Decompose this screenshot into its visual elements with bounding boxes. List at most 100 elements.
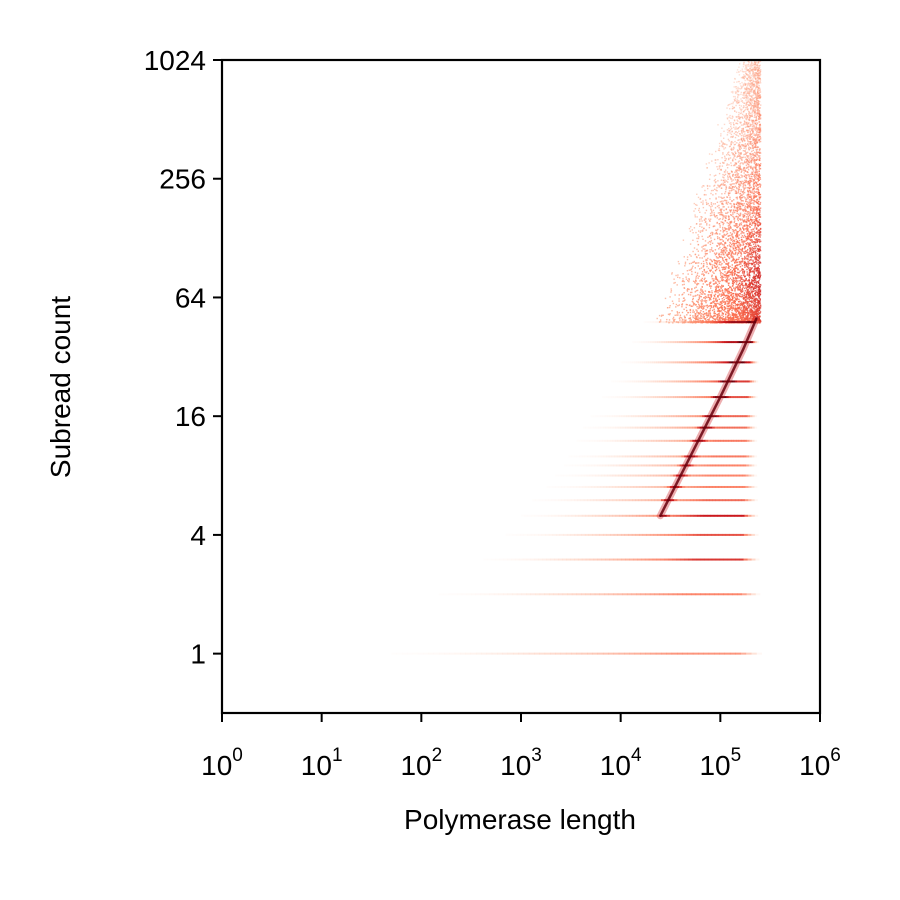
cloud-point: [736, 277, 739, 279]
cloud-point: [759, 79, 762, 81]
cloud-point: [747, 108, 749, 110]
cloud-point: [759, 289, 762, 291]
cloud-point: [701, 286, 703, 288]
cloud-point: [713, 252, 716, 254]
cloud-point: [737, 258, 740, 261]
cloud-point: [734, 91, 737, 93]
cloud-point: [750, 289, 752, 291]
cloud-point: [740, 244, 742, 246]
cloud-point: [694, 291, 696, 293]
cloud-point: [722, 161, 724, 164]
cloud-point: [748, 114, 751, 116]
cloud-point: [735, 236, 738, 238]
cloud-point: [755, 78, 757, 81]
cloud-point: [713, 315, 715, 317]
cloud-point: [758, 192, 760, 194]
cloud-point: [759, 157, 761, 159]
cloud-point: [757, 117, 760, 120]
cloud-point: [735, 309, 737, 311]
cloud-point: [739, 205, 742, 208]
cloud-point: [757, 106, 759, 108]
cloud-point: [740, 198, 742, 200]
cloud-point: [744, 93, 746, 95]
cloud-point: [741, 132, 743, 134]
cloud-point: [755, 115, 757, 118]
cloud-point: [722, 317, 724, 320]
cloud-point: [748, 237, 750, 239]
cloud-point: [750, 83, 753, 85]
cloud-point: [726, 312, 729, 314]
cloud-point: [734, 307, 736, 309]
cloud-point: [733, 258, 735, 261]
cloud-point: [693, 317, 696, 319]
cloud-point: [738, 311, 741, 313]
cloud-point: [754, 71, 757, 74]
cloud-point: [754, 63, 757, 65]
cloud-point: [704, 319, 707, 321]
cloud-point: [752, 147, 755, 149]
cloud-point: [742, 94, 744, 96]
cloud-point: [739, 213, 742, 216]
cloud-point: [731, 238, 733, 241]
cloud-point: [718, 172, 721, 175]
cloud-point: [729, 277, 732, 280]
cloud-point: [721, 268, 724, 271]
cloud-point: [690, 305, 692, 307]
cloud-point: [756, 156, 758, 159]
cloud-point: [674, 318, 676, 321]
cloud-point: [755, 116, 757, 118]
cloud-point: [750, 207, 752, 209]
cloud-point: [755, 169, 757, 171]
cloud-point: [722, 176, 724, 178]
cloud-point: [749, 262, 751, 265]
cloud-point: [748, 63, 750, 65]
cloud-point: [759, 257, 761, 259]
cloud-point: [726, 212, 728, 214]
cloud-point: [743, 229, 745, 231]
cloud-point: [709, 185, 711, 187]
cloud-point: [728, 296, 731, 299]
cloud-point: [742, 71, 744, 73]
cloud-point: [722, 244, 724, 246]
cloud-point: [757, 260, 760, 262]
cloud-point: [738, 263, 741, 266]
cloud-point: [674, 281, 676, 284]
cloud-point: [748, 225, 750, 227]
cloud-point: [755, 119, 758, 122]
cloud-point: [735, 126, 737, 128]
cloud-point: [750, 290, 752, 293]
cloud-point: [748, 182, 750, 184]
cloud-point: [702, 248, 704, 250]
cloud-point: [741, 176, 743, 178]
cloud-point: [741, 231, 744, 233]
cloud-point: [748, 89, 750, 92]
cloud-point: [693, 227, 696, 229]
cloud-point: [748, 101, 751, 103]
cloud-point: [724, 171, 726, 173]
cloud-point: [759, 274, 762, 276]
cloud-point: [742, 268, 744, 271]
cloud-point: [750, 306, 753, 308]
cloud-point: [752, 149, 754, 151]
cloud-point: [736, 244, 738, 246]
cloud-point: [760, 240, 762, 243]
cloud-point: [755, 140, 757, 143]
cloud-point: [751, 246, 753, 249]
cloud-point: [759, 311, 762, 313]
cloud-point: [695, 275, 698, 278]
cloud-point: [730, 256, 732, 258]
cloud-point: [754, 171, 756, 174]
cloud-point: [736, 295, 738, 297]
cloud-point: [708, 318, 710, 320]
cloud-point: [745, 113, 747, 116]
cloud-point: [753, 156, 755, 158]
cloud-point: [736, 119, 738, 121]
cloud-point: [728, 158, 730, 161]
cloud-point: [742, 314, 745, 317]
cloud-point: [758, 118, 760, 120]
cloud-point: [744, 68, 746, 70]
cloud-point: [759, 124, 761, 126]
cloud-point: [741, 319, 743, 321]
cloud-point: [728, 262, 730, 264]
cloud-point: [754, 77, 757, 80]
